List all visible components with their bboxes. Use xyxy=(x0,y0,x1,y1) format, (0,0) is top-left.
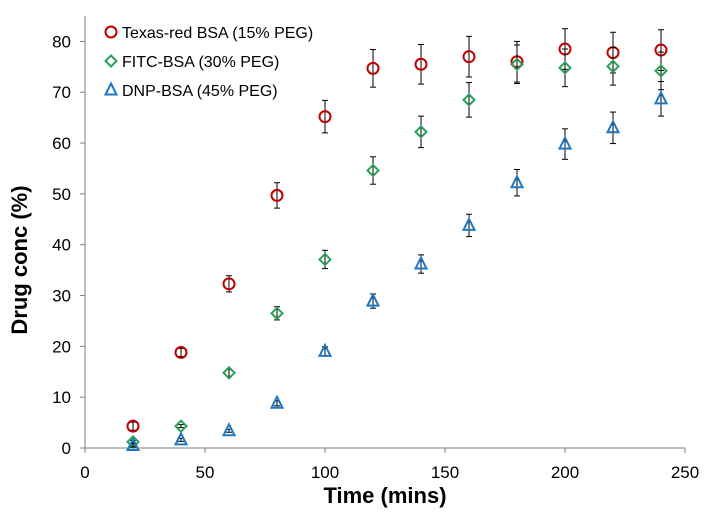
data-point xyxy=(462,82,476,118)
triangle-marker xyxy=(605,119,621,134)
series-layer xyxy=(125,28,669,451)
circle-marker xyxy=(318,110,332,124)
triangle-marker xyxy=(173,431,189,446)
diamond-marker xyxy=(510,57,524,72)
legend: Texas-red BSA (15% PEG) FITC-BSA (30% PEG… xyxy=(103,25,313,100)
legend-diamond-icon xyxy=(104,54,118,68)
y-tick-label: 60 xyxy=(52,134,71,153)
x-tick-label: 100 xyxy=(311,463,339,482)
legend-circle-icon xyxy=(104,25,118,39)
x-tick-label: 150 xyxy=(431,463,459,482)
circle-marker xyxy=(222,277,236,291)
x-tick-label: 0 xyxy=(80,463,89,482)
circle-marker xyxy=(126,419,140,433)
diamond-marker xyxy=(606,59,620,74)
diamond-marker xyxy=(558,60,572,75)
triangle-marker xyxy=(269,394,285,409)
legend-label: Texas-red BSA (15% PEG) xyxy=(122,25,313,42)
diamond-marker xyxy=(414,124,428,139)
data-point xyxy=(221,421,237,437)
data-point xyxy=(365,292,381,309)
legend-label: DNP-BSA (45% PEG) xyxy=(122,83,278,100)
data-point xyxy=(414,43,428,85)
circle-marker xyxy=(414,57,428,71)
circle-marker xyxy=(366,61,380,75)
data-point xyxy=(606,47,620,86)
series-triangle xyxy=(125,81,669,451)
legend-item: FITC-BSA (30% PEG) xyxy=(104,54,279,71)
y-tick-label: 10 xyxy=(52,388,71,407)
data-point xyxy=(558,48,572,88)
data-point xyxy=(605,111,621,145)
triangle-marker xyxy=(125,436,141,451)
data-point xyxy=(222,365,236,380)
data-point xyxy=(557,128,573,160)
circle-marker xyxy=(174,345,188,359)
data-point xyxy=(174,345,188,359)
triangle-marker xyxy=(461,216,477,231)
diamond-marker xyxy=(366,163,380,178)
data-point xyxy=(317,342,333,357)
triangle-marker xyxy=(557,135,573,150)
data-point xyxy=(318,249,332,270)
data-point xyxy=(462,35,476,78)
diamond-marker xyxy=(270,306,284,321)
diamond-marker xyxy=(318,252,332,267)
data-point xyxy=(509,168,525,197)
y-tick-label: 30 xyxy=(52,287,71,306)
x-tick-label: 200 xyxy=(551,463,579,482)
x-axis-ticks: 0 50 100 150 200 250 xyxy=(80,448,699,482)
data-point xyxy=(510,44,524,85)
data-point xyxy=(269,394,285,409)
data-point xyxy=(366,49,380,88)
triangle-marker xyxy=(413,255,429,270)
diamond-marker xyxy=(462,92,476,107)
data-point xyxy=(461,213,477,238)
y-tick-label: 0 xyxy=(62,439,71,458)
data-point xyxy=(270,182,284,209)
data-point xyxy=(126,419,140,433)
y-axis-ticks: 0 10 20 30 40 50 60 70 80 xyxy=(52,32,85,458)
legend-item: DNP-BSA (45% PEG) xyxy=(103,81,278,100)
legend-triangle-icon xyxy=(103,81,119,96)
data-point xyxy=(222,275,236,293)
series-diamond xyxy=(126,44,668,449)
data-point xyxy=(270,306,284,321)
triangle-marker xyxy=(509,173,525,189)
data-point xyxy=(318,99,332,134)
x-tick-label: 250 xyxy=(671,463,699,482)
triangle-marker xyxy=(221,421,237,437)
legend-label: FITC-BSA (30% PEG) xyxy=(122,54,279,71)
triangle-marker xyxy=(317,342,333,357)
plot-area xyxy=(84,16,685,449)
diamond-marker xyxy=(222,365,236,380)
x-axis-title: Time (mins) xyxy=(323,483,446,508)
y-tick-label: 20 xyxy=(52,337,71,356)
circle-marker xyxy=(462,50,476,64)
circle-marker xyxy=(270,188,284,202)
data-point xyxy=(413,254,429,274)
x-tick-label: 50 xyxy=(196,463,215,482)
y-tick-label: 80 xyxy=(52,32,71,51)
triangle-marker xyxy=(365,292,381,307)
data-point xyxy=(366,156,380,185)
legend-item: Texas-red BSA (15% PEG) xyxy=(104,25,313,42)
y-tick-label: 50 xyxy=(52,185,71,204)
data-point xyxy=(173,431,189,446)
data-point xyxy=(125,436,141,451)
data-point xyxy=(174,419,188,434)
data-point xyxy=(653,81,669,117)
y-tick-label: 40 xyxy=(52,236,71,255)
y-tick-label: 70 xyxy=(52,83,71,102)
diamond-marker xyxy=(654,63,668,78)
data-point xyxy=(414,115,428,149)
triangle-marker xyxy=(653,90,669,105)
y-axis-title: Drug conc (%) xyxy=(7,185,32,334)
